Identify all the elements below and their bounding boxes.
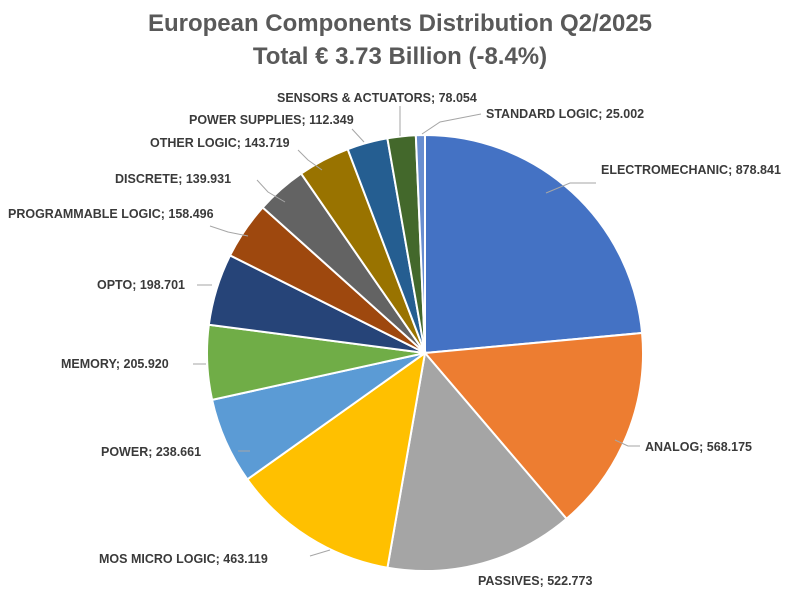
- leader-line: [545, 182, 596, 194]
- slice-electromechanic[interactable]: [424, 133, 644, 355]
- slice-label: POWER SUPPLIES; 112.349: [189, 113, 354, 127]
- slice-label: OTHER LOGIC; 143.719: [150, 136, 290, 150]
- slice-label: OPTO; 198.701: [97, 278, 185, 292]
- slice-label: POWER; 238.661: [101, 445, 201, 459]
- leader-line: [256, 179, 286, 203]
- chart-subtitle: Total € 3.73 Billion (-8.4%): [252, 43, 548, 70]
- leader-lines: [193, 106, 640, 557]
- slice-analog[interactable]: [422, 331, 644, 521]
- chart-title: European Components Distribution Q2/2025: [147, 10, 653, 37]
- slice-labels: ELECTROMECHANIC; 878.841 ANALOG; 568.175 P…: [8, 91, 781, 588]
- leader-line: [209, 225, 249, 237]
- slice-standard-logic[interactable]: [414, 133, 426, 354]
- slice-label: PROGRAMMABLE LOGIC; 158.496: [8, 207, 214, 221]
- slice-label: ELECTROMECHANIC; 878.841: [601, 163, 781, 177]
- slice-passives[interactable]: [386, 350, 568, 572]
- pie-slices: [206, 133, 644, 572]
- slice-label: MEMORY; 205.920: [61, 357, 169, 371]
- slice-label: MOS MICRO LOGIC; 463.119: [99, 552, 268, 566]
- slice-label: SENSORS & ACTUATORS; 78.054: [277, 91, 477, 105]
- slice-label: ANALOG; 568.175: [645, 440, 752, 454]
- slice-label: PASSIVES; 522.773: [478, 574, 592, 588]
- leader-line: [297, 149, 323, 171]
- slice-label: DISCRETE; 139.931: [115, 172, 231, 186]
- slice-mos-micro-logic[interactable]: [245, 350, 427, 569]
- leader-line: [421, 113, 482, 135]
- leader-line: [351, 128, 365, 143]
- leader-line: [309, 549, 331, 557]
- slice-label: STANDARD LOGIC; 25.002: [486, 107, 644, 121]
- leader-line: [614, 439, 640, 447]
